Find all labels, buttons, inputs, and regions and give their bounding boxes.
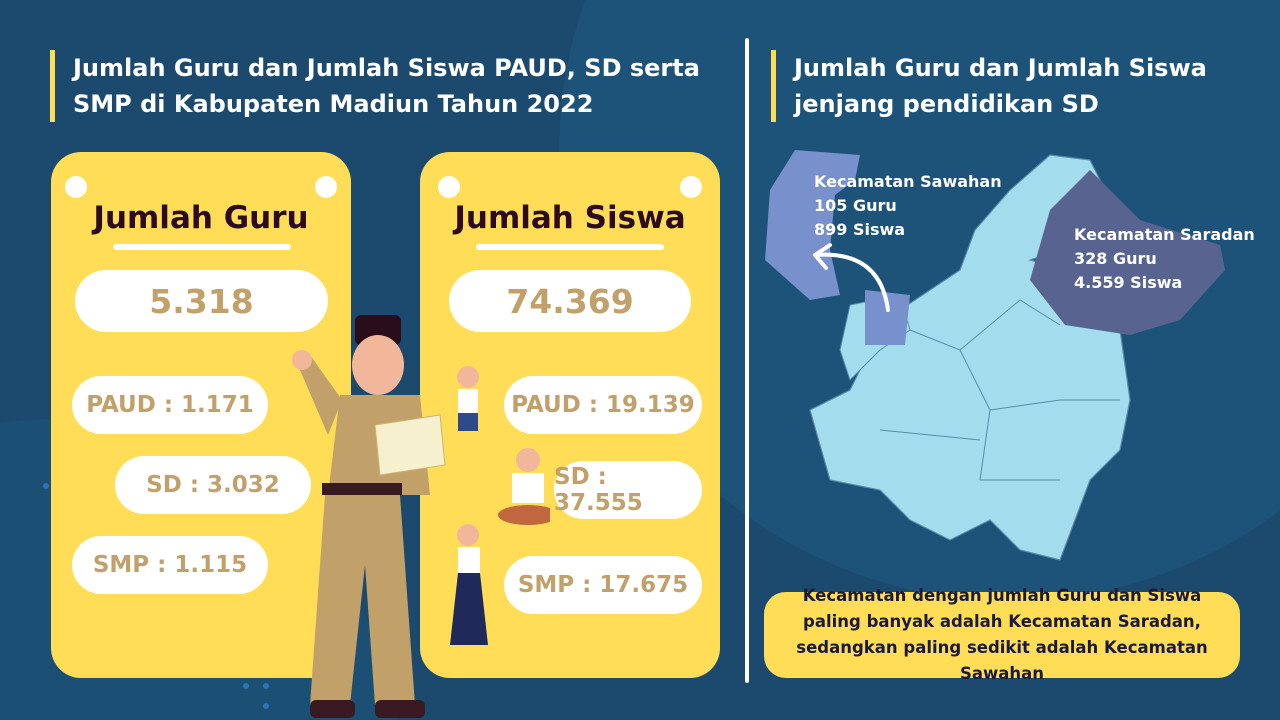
heading-underline [476,244,664,250]
students-illustration [450,366,550,645]
guru-heading: Jumlah Guru [93,200,309,236]
guru-card: Jumlah Guru 5.318 PAUD : 1.171 SD : 3.03… [51,152,351,678]
map-region-sawahan-south [865,290,910,345]
dot [243,683,249,689]
madiun-map [765,150,1225,561]
saradan-siswa: 4.559 Siswa [1074,273,1183,292]
saradan-guru: 328 Guru [1074,249,1157,268]
guru-total: 5.318 [75,270,328,332]
dot [43,483,49,489]
guru-paud: PAUD : 1.171 [72,376,268,434]
map-region-sawahan [765,150,860,300]
label-sawahan: Kecamatan Sawahan 105 Guru 899 Siswa [814,170,1002,242]
left-title: Jumlah Guru dan Jumlah Siswa PAUD, SD se… [50,50,710,122]
siswa-heading: Jumlah Siswa [454,200,686,236]
siswa-sd: SD : 37.555 [554,461,702,519]
siswa-total: 74.369 [449,270,691,332]
dot [263,683,269,689]
card-hole [65,176,87,198]
right-title: Jumlah Guru dan Jumlah Siswa jenjang pen… [771,50,1211,122]
map-region-saradan [1030,170,1225,335]
sawahan-siswa: 899 Siswa [814,220,906,239]
siswa-paud: PAUD : 19.139 [504,376,702,434]
guru-sd: SD : 3.032 [115,456,311,514]
label-saradan: Kecamatan Saradan 328 Guru 4.559 Siswa [1074,223,1255,295]
siswa-smp: SMP : 17.675 [504,556,702,614]
sawahan-name: Kecamatan Sawahan [814,172,1002,191]
arrow-icon [813,243,890,312]
saradan-name: Kecamatan Saradan [1074,225,1255,244]
card-hole [438,176,460,198]
card-hole [315,176,337,198]
divider [745,38,749,683]
dot [263,703,269,709]
card-hole [680,176,702,198]
heading-underline [113,244,291,250]
sawahan-guru: 105 Guru [814,196,897,215]
conclusion-note: Kecamatan dengan jumlah Guru dan Siswa p… [764,586,1240,683]
teacher-illustration [292,315,446,718]
guru-smp: SMP : 1.115 [72,536,268,594]
